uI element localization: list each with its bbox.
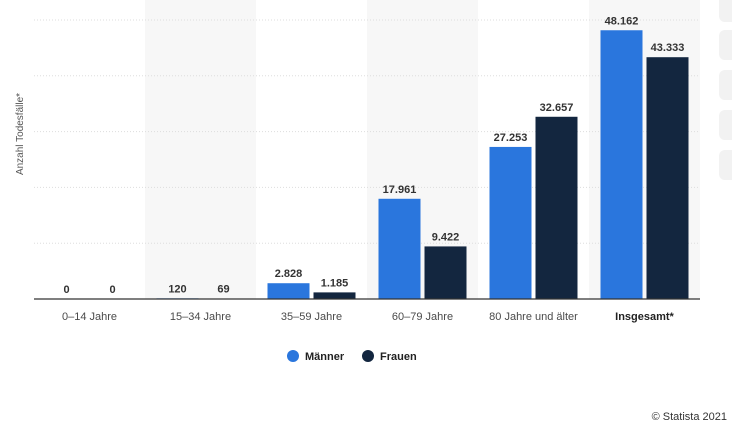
data-label: 48.162: [605, 15, 639, 27]
bar-maenner[interactable]: [267, 283, 310, 299]
data-label: 43.333: [651, 42, 685, 54]
value-labels: 0 0 120 69 2.828 1.185 17.961 9.422 27.253 32.657…: [63, 15, 684, 296]
bar-maenner[interactable]: [378, 198, 421, 299]
data-label: 27.253: [494, 132, 528, 144]
data-label: 69: [217, 284, 229, 296]
x-tick-label: 15–34 Jahre: [170, 311, 231, 323]
category-labels: 0–14 Jahre 15–34 Jahre 35–59 Jahre 60–79 Ja…: [62, 311, 675, 323]
x-tick-label: 35–59 Jahre: [281, 311, 342, 323]
data-label: 17.961: [383, 184, 417, 196]
y-axis-label: Anzahl Todesfälle*: [15, 93, 26, 175]
statista-credit[interactable]: © Statista 2021: [652, 411, 727, 423]
x-tick-label: 60–79 Jahre: [392, 311, 453, 323]
x-tick-label: 0–14 Jahre: [62, 311, 117, 323]
data-label: 32.657: [540, 102, 574, 114]
data-label: 0: [63, 284, 69, 296]
side-toolbar-button-2[interactable]: [719, 30, 732, 60]
side-toolbar-button-1[interactable]: [719, 0, 732, 22]
side-toolbar-button-3[interactable]: [719, 70, 732, 100]
data-label: 1.185: [321, 277, 349, 289]
bar-maenner[interactable]: [489, 146, 532, 299]
bar-frauen[interactable]: [646, 57, 689, 299]
category-band: [145, 0, 256, 299]
x-tick-label: 80 Jahre und älter: [489, 311, 578, 323]
data-label: 2.828: [275, 268, 303, 280]
gridlines: [34, 19, 700, 244]
x-tick-label: Insgesamt*: [615, 311, 674, 323]
bar-frauen[interactable]: [313, 292, 356, 299]
bar-maenner[interactable]: [600, 30, 643, 299]
data-label: 9.422: [432, 231, 460, 243]
legend-marker-frauen[interactable]: [362, 350, 374, 362]
bar-frauen[interactable]: [424, 246, 467, 299]
legend-marker-maenner[interactable]: [287, 350, 299, 362]
bar-frauen[interactable]: [535, 116, 578, 299]
data-label: 0: [109, 284, 115, 296]
bars: [156, 30, 689, 299]
side-toolbar-button-4[interactable]: [719, 110, 732, 140]
legend[interactable]: Männer Frauen: [287, 350, 417, 363]
side-toolbar-button-5[interactable]: [719, 150, 732, 180]
legend-label-maenner[interactable]: Männer: [305, 351, 345, 363]
data-label: 120: [168, 283, 186, 295]
legend-label-frauen[interactable]: Frauen: [380, 351, 417, 363]
